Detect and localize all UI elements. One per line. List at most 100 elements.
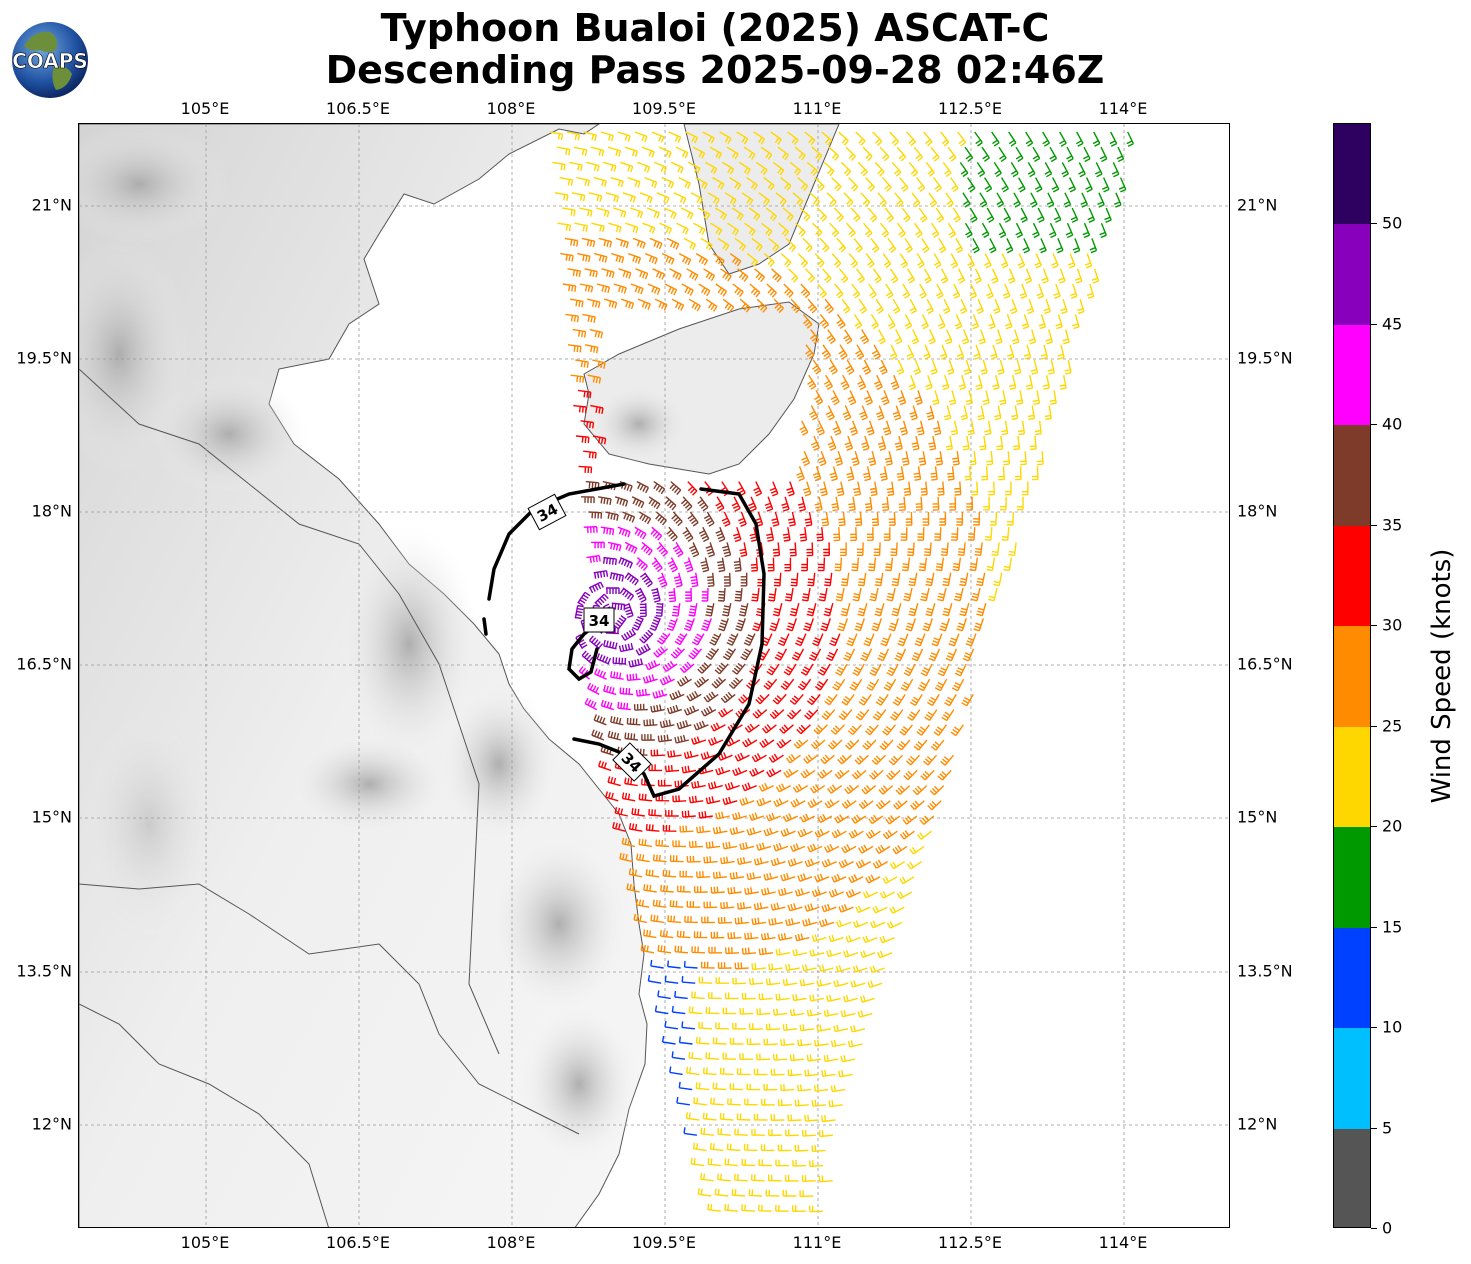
wind-barb <box>655 839 670 848</box>
wind-barb <box>969 451 977 466</box>
wind-barb <box>598 760 612 772</box>
wind-barb <box>575 435 590 444</box>
wind-barb <box>731 496 741 512</box>
wind-barb <box>1043 298 1051 315</box>
wind-barb <box>993 298 1001 315</box>
wind-barb <box>766 663 780 676</box>
wind-barb <box>981 222 990 239</box>
wind-barb <box>1013 435 1021 451</box>
wind-barb <box>833 1024 849 1033</box>
colorbar-tick-label: 15 <box>1382 917 1403 937</box>
wind-barb <box>651 557 663 573</box>
wind-barb <box>687 511 699 527</box>
lat-tick-label: 21°N <box>31 195 72 215</box>
wind-barb <box>700 557 710 573</box>
wind-barb <box>1082 146 1091 163</box>
wind-barb <box>835 663 848 676</box>
wind-barb <box>869 920 886 929</box>
wind-barb <box>707 1203 721 1212</box>
wind-barb <box>666 704 683 715</box>
wind-barb <box>724 781 740 791</box>
wind-barb <box>720 856 735 865</box>
wind-barb <box>818 1130 833 1138</box>
wind-barb <box>673 192 687 205</box>
wind-barb <box>846 633 858 647</box>
wind-barb <box>942 572 952 587</box>
wind-barb <box>619 687 634 696</box>
wind-barb <box>761 887 776 896</box>
wind-barb <box>573 404 587 414</box>
wind-barb <box>855 131 866 146</box>
wind-barb <box>857 1010 873 1018</box>
wind-barb <box>973 511 981 526</box>
wind-barb <box>878 359 888 375</box>
wind-barb <box>719 1113 734 1121</box>
wind-barb <box>679 661 695 674</box>
wind-barb <box>797 1039 812 1047</box>
wind-barb <box>569 298 584 308</box>
wind-barb <box>897 633 909 647</box>
wind-barb <box>734 1173 748 1182</box>
wind-barb <box>559 176 574 186</box>
wind-barb <box>722 542 732 558</box>
wind-barb <box>674 734 690 744</box>
wind-barb <box>678 252 692 266</box>
wind-barb <box>765 1023 780 1031</box>
wind-barb <box>894 329 903 345</box>
wind-barb <box>967 253 975 269</box>
wind-barb <box>707 737 724 746</box>
wind-barb <box>872 268 882 284</box>
wind-barb <box>884 207 894 223</box>
wind-barb <box>678 176 691 189</box>
wind-barb <box>962 435 970 451</box>
wind-barb <box>804 1114 819 1122</box>
wind-barb <box>860 648 873 662</box>
wind-barb <box>875 694 889 706</box>
wind-barb <box>1019 451 1027 466</box>
wind-barb <box>809 405 819 421</box>
wind-barb <box>801 1175 816 1182</box>
wind-barb <box>797 678 812 691</box>
wind-barb <box>950 253 959 269</box>
wind-barb <box>792 1205 806 1212</box>
wind-barb <box>819 237 830 253</box>
wind-barb <box>833 207 844 223</box>
wind-barb <box>1029 192 1038 208</box>
wind-barb <box>952 283 961 299</box>
wind-barb <box>645 823 660 832</box>
wind-barb <box>826 994 841 1003</box>
wind-barb <box>801 1129 816 1137</box>
wind-barb <box>732 526 742 543</box>
colorbar-tick-label: 45 <box>1382 314 1403 334</box>
wind-barb <box>750 557 759 572</box>
wind-barb <box>672 542 684 558</box>
wind-barb <box>596 283 611 294</box>
wind-barb <box>621 628 637 641</box>
wind-barb <box>958 374 967 391</box>
wind-barb <box>817 557 826 572</box>
wind-barb <box>715 526 726 543</box>
wind-barb <box>864 390 873 406</box>
wind-barb <box>744 723 760 733</box>
wind-barb <box>624 732 638 741</box>
wind-barb <box>683 557 694 573</box>
wind-barb <box>883 678 897 692</box>
wind-barb <box>1013 192 1021 208</box>
wind-barb <box>664 975 679 984</box>
wind-barb <box>800 769 816 779</box>
wind-barb <box>722 841 738 850</box>
wind-barb <box>801 450 811 467</box>
lon-tick-label: 112.5°E <box>938 99 1002 118</box>
wind-barb <box>1013 359 1022 375</box>
wind-barb <box>816 979 832 987</box>
wind-barb <box>933 253 942 269</box>
wind-barb <box>935 283 944 299</box>
wind-barb <box>614 496 629 507</box>
wind-barb <box>879 466 888 481</box>
wind-barb <box>1030 359 1039 375</box>
wind-barb <box>896 146 907 162</box>
wind-barb <box>795 222 806 237</box>
wind-barb <box>971 587 981 602</box>
wind-barb <box>744 887 759 895</box>
wind-barb <box>860 192 871 207</box>
